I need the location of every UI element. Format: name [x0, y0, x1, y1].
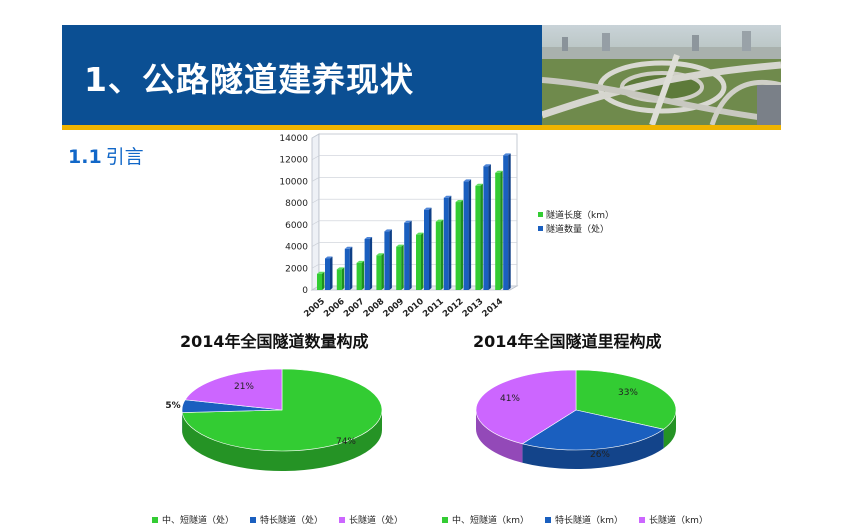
bar-length [495, 170, 503, 290]
bar-count [424, 207, 432, 290]
pie-slice-side [182, 410, 382, 471]
legend-swatch [339, 516, 346, 523]
y-tick-label: 0 [302, 286, 308, 296]
pie-slice [575, 369, 677, 430]
legend-item: 特长隧道（km） [544, 513, 623, 526]
x-tick-label: 2009 [382, 297, 407, 320]
x-tick-label: 2010 [401, 297, 426, 320]
legend-swatch [538, 226, 543, 231]
gridline [311, 242, 320, 247]
bar-length [455, 200, 464, 290]
x-tick-label: 2012 [441, 297, 466, 320]
x-tick-label: 2005 [302, 297, 327, 320]
bar-count [503, 153, 511, 290]
bar-length [356, 260, 365, 290]
legend-swatch [250, 516, 257, 523]
pie-value-label: 41% [500, 394, 520, 404]
section-title: 引言 [105, 146, 144, 168]
y-tick-label: 2000 [285, 264, 308, 274]
header-banner: 1、公路隧道建养现状 [62, 25, 781, 125]
x-tick-label: 2014 [481, 297, 506, 320]
pie-legend-count: 中、短隧道（处） 特长隧道（处） 长隧道（处） [152, 513, 403, 526]
pie-legend-mileage: 中、短隧道（km） 特长隧道（km） 长隧道（km） [442, 513, 708, 526]
legend-item: 特长隧道（处） [250, 513, 323, 526]
gridline [311, 198, 320, 204]
pie-slice [521, 409, 665, 451]
x-tick-label: 2008 [362, 297, 387, 320]
bar-count [325, 256, 333, 290]
pie-slice-side [522, 429, 664, 469]
y-tick-label: 12000 [279, 156, 308, 166]
bar-length [317, 271, 325, 290]
pie-chart-mileage: 33% 26% 41% [475, 369, 677, 469]
pie-title-count: 2014年全国隧道数量构成 [180, 332, 369, 351]
bar-length [475, 183, 483, 290]
pie-value-label: 33% [618, 388, 638, 398]
legend-swatch [638, 516, 645, 523]
bar-count [344, 246, 353, 290]
bar-length [396, 244, 404, 290]
x-tick-label: 2007 [342, 297, 367, 320]
bar-count [404, 220, 412, 290]
y-tick-label: 14000 [279, 134, 308, 144]
legend-label: 长隧道（km） [648, 516, 708, 526]
bar-length [336, 267, 345, 290]
pie-value-label: 5% [165, 401, 180, 411]
y-tick-label: 4000 [285, 243, 308, 253]
y-tick-label: 10000 [279, 177, 308, 187]
legend-label: 中、短隧道（处） [162, 516, 235, 526]
legend-swatch [538, 212, 543, 217]
pie-chart-count: 74% 5% 21% [165, 368, 383, 471]
pie-value-label: 26% [590, 450, 610, 460]
bar-count [483, 164, 491, 290]
bar-count [443, 195, 452, 290]
pie-slice [475, 369, 577, 445]
x-tick-label: 2013 [461, 297, 486, 320]
legend-label: 长隧道（处） [349, 516, 404, 526]
legend-swatch [152, 516, 158, 523]
gold-divider [62, 125, 781, 130]
highway-interchange-photo [542, 25, 781, 125]
legend-label: 中、短隧道（km） [452, 516, 529, 526]
section-heading: 1.1 引言 [68, 142, 144, 169]
y-tick-label: 6000 [285, 221, 308, 231]
bar-count [384, 229, 392, 290]
gridline [311, 264, 320, 269]
legend-label: 特长隧道（处） [260, 516, 324, 526]
gridline [311, 133, 320, 139]
legend-swatch [442, 516, 448, 523]
pie-slice-side [663, 410, 676, 449]
bar-length [435, 219, 444, 290]
x-tick-label: 2006 [322, 297, 347, 320]
legend-label: 隧道数量（处） [546, 223, 609, 235]
legend-item: 中、短隧道（km） [442, 513, 529, 526]
tunnel-bar-chart: 0 2000 4000 6000 8000 10000 12000 14000 20052006… [279, 133, 614, 320]
legend-label: 特长隧道（km） [554, 516, 623, 526]
legend-label: 隧道长度（km） [546, 209, 614, 221]
pie-value-label: 74% [336, 437, 356, 447]
pie-slice [184, 368, 283, 411]
bar-length [416, 232, 424, 290]
x-tick-label: 2011 [421, 297, 446, 320]
bar-length [376, 253, 384, 290]
legend-swatch [544, 516, 551, 523]
legend-item: 中、短隧道（处） [152, 513, 234, 526]
pie-title-mileage: 2014年全国隧道里程构成 [473, 332, 662, 351]
gridline [311, 177, 320, 182]
legend-item: 长隧道（处） [339, 513, 403, 526]
bar-count [463, 179, 472, 290]
pie-value-label: 21% [234, 382, 254, 392]
page-title: 1、公路隧道建养现状 [84, 60, 414, 99]
bar-count [364, 236, 373, 290]
gridline [311, 155, 320, 160]
legend-item: 长隧道（km） [638, 513, 708, 526]
section-number: 1.1 [68, 146, 102, 168]
gridline [311, 220, 320, 226]
y-tick-label: 8000 [285, 199, 308, 209]
pie-slice-side [476, 410, 523, 463]
